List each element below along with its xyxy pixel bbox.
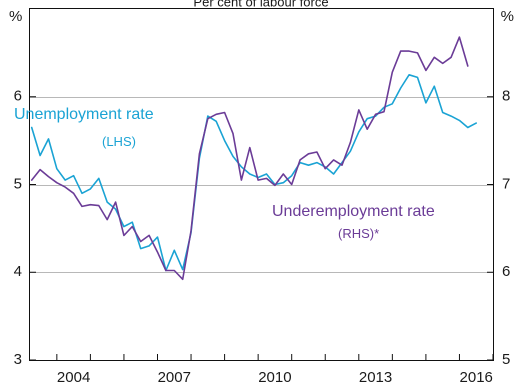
left-tick-label: 3 bbox=[14, 351, 22, 368]
right-tick-label: 6 bbox=[502, 263, 510, 280]
x-tick-label: 2007 bbox=[158, 369, 191, 386]
underemployment-label: Underemployment rate bbox=[272, 203, 435, 220]
underemployment-axis-note: (RHS)* bbox=[338, 226, 379, 241]
x-tick-label: 2004 bbox=[57, 369, 90, 386]
left-tick-label: 4 bbox=[14, 263, 22, 280]
left-tick-label: 6 bbox=[14, 88, 22, 105]
right-tick-label: 7 bbox=[502, 175, 510, 192]
plot-frame bbox=[29, 8, 494, 361]
left-tick-label: 5 bbox=[14, 175, 22, 192]
left-axis-unit: % bbox=[9, 8, 22, 25]
unemployment-label: Unemployment rate bbox=[14, 106, 154, 123]
x-tick-label: 2010 bbox=[258, 369, 291, 386]
series-lines bbox=[30, 36, 477, 281]
gridlines bbox=[30, 97, 493, 273]
underemployment-line bbox=[30, 36, 469, 281]
chart-subtitle: Per cent of labour force bbox=[193, 0, 328, 9]
right-axis: 5 6 7 8 bbox=[487, 88, 510, 368]
right-tick-label: 8 bbox=[502, 88, 510, 105]
unemployment-axis-note: (LHS) bbox=[102, 134, 136, 149]
right-tick-label: 5 bbox=[502, 351, 510, 368]
x-axis: 2004 2007 2010 2013 2016 bbox=[56, 354, 494, 386]
unemployment-line bbox=[30, 74, 477, 272]
right-axis-unit: % bbox=[501, 8, 514, 25]
left-axis: 3 4 5 6 bbox=[14, 88, 36, 368]
x-tick-label: 2016 bbox=[460, 369, 493, 386]
x-tick-label: 2013 bbox=[359, 369, 392, 386]
